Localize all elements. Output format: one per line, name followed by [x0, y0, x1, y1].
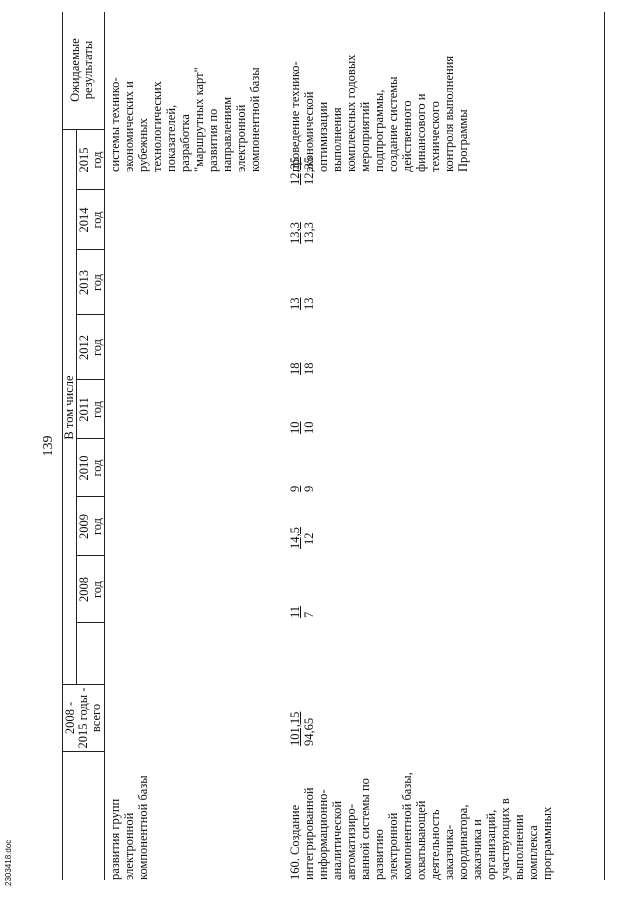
- row-160-name-line: выполнении: [512, 814, 526, 880]
- row-160-value-2014: 13,3 13,3: [288, 222, 316, 244]
- prev-row-name-line: развития групп: [108, 798, 122, 880]
- prev-row-result-line: направлениям: [220, 96, 234, 172]
- prev-row-result-line: рубежных: [136, 118, 150, 172]
- header-bottom-rule: [104, 12, 105, 880]
- row-160-value-2008: 11 7: [288, 606, 316, 618]
- document-filename: 2303418.doc: [4, 839, 13, 886]
- prev-row-result-line: разработка: [178, 114, 192, 172]
- prev-row-result-line: "маршрутных карт": [192, 67, 206, 172]
- prev-row-result-line: системы технико-: [108, 77, 122, 172]
- row-160-name-line: автоматизиро-: [344, 804, 358, 880]
- row-160-result-line: экономической: [302, 91, 316, 172]
- header-year-2008: 2008 год: [77, 577, 104, 602]
- rotated-document-page: 139 2008 - 2015 годы - всего В том числе…: [36, 12, 616, 880]
- value-top: 11: [288, 605, 302, 618]
- prev-row-result-line: развития по: [206, 108, 220, 172]
- row-160-name-line: заказчика и: [470, 819, 484, 880]
- row-160-name-line: заказчика-: [442, 824, 456, 880]
- header-year-2014: 2014 год: [77, 207, 104, 233]
- row-160-name-line: участвующих в: [498, 798, 512, 880]
- value-bottom: 7: [302, 611, 316, 618]
- row-160-total-bottom: 94,65: [302, 717, 316, 746]
- header-year-2010: 2010 год: [77, 455, 104, 481]
- col-rule-name: [62, 751, 104, 752]
- header-year-2013: 2013 год: [77, 270, 104, 295]
- prev-row-result-line: технологических: [150, 81, 164, 172]
- row-160-total: 101,15 94,65: [288, 712, 316, 746]
- row-160-name: 160. Создание интегрированной информацио…: [288, 750, 554, 880]
- prev-row-result-line: показателей,: [164, 104, 178, 172]
- value-top: 13: [288, 297, 302, 311]
- row-160-name-line: комплекса: [526, 825, 540, 880]
- row-160-result: проведение технико- экономической оптими…: [288, 12, 470, 172]
- row-160-result-line: технического: [428, 101, 442, 172]
- row-160-name-line: координатора,: [456, 804, 470, 880]
- header-year-2012: 2012 год: [77, 335, 104, 360]
- row-160-value-2009: 14,5 12: [288, 527, 316, 549]
- value-top: 10: [288, 421, 302, 435]
- row-160-name-line: деятельность: [428, 809, 442, 880]
- row-160-result-line: проведение технико-: [288, 61, 302, 172]
- row-160-name-line: организаций,: [484, 809, 498, 880]
- row-160-result-line: действенного: [400, 100, 414, 172]
- prev-row-result-line: компонентной базы: [248, 67, 262, 172]
- value-bottom: 12: [302, 532, 316, 546]
- row-160-result-line: выполнения: [330, 107, 344, 172]
- row-160-name-line: 160. Создание: [288, 804, 302, 880]
- row-160-name-line: программных: [540, 806, 554, 880]
- page-number: 139: [41, 435, 56, 457]
- row-160-result-line: Программы: [456, 109, 470, 172]
- row-160-name-line: интегрированной: [302, 787, 316, 880]
- value-top: 18: [288, 362, 302, 376]
- header-including: В том числе: [62, 375, 76, 440]
- row-160-value-2010: 9 9: [288, 486, 316, 492]
- row-160-result-line: подпрограммы,: [372, 89, 386, 172]
- row-160-result-line: создание системы: [386, 76, 400, 172]
- row-160-value-2013: 13 13: [288, 298, 316, 311]
- header-year-2009: 2009 год: [77, 514, 104, 539]
- prev-row-name-line: компонентной базы: [136, 775, 150, 880]
- row-160-result-line: оптимизации: [316, 101, 330, 172]
- prev-row-result-line: экономических и: [122, 81, 136, 172]
- row-160-name-line: электронной: [386, 812, 400, 880]
- value-bottom: 13: [302, 297, 316, 311]
- header-total-years: 2008 - 2015 годы - всего: [63, 687, 103, 749]
- row-160-value-2011: 10 10: [288, 422, 316, 435]
- row-160-name-line: ванной системы по: [358, 778, 372, 880]
- value-top: 9: [288, 485, 302, 492]
- prev-row-result: системы технико- экономических и рубежны…: [108, 12, 262, 172]
- table-bottom-rule: [604, 12, 605, 880]
- row-160-result-line: финансового и: [414, 93, 428, 172]
- row-160-name-line: информационно-: [316, 789, 330, 880]
- prev-row-result-line: электронной: [234, 104, 248, 172]
- value-top: 13,3: [288, 222, 302, 244]
- value-top: 14,5: [288, 527, 302, 549]
- prev-row-name: развития групп электронной компонентной …: [108, 754, 150, 880]
- row-160-result-line: контроля выполнения: [442, 55, 456, 172]
- row-160-name-line: охватывающей: [414, 800, 428, 881]
- row-160-value-2012: 18 18: [288, 363, 316, 376]
- row-160-name-line: развитию: [372, 829, 386, 880]
- header-year-2015: 2015 год: [77, 147, 104, 173]
- prev-row-name-line: электронной: [122, 812, 136, 880]
- row-160-result-line: комплексных годовых: [344, 54, 358, 172]
- header-year-2011: 2011 год: [77, 397, 104, 422]
- value-bottom: 9: [302, 485, 316, 492]
- value-bottom: 18: [302, 362, 316, 376]
- row-160-result-line: мероприятий: [358, 101, 372, 172]
- row-160-total-top: 101,15: [288, 711, 302, 746]
- value-bottom: 13,3: [302, 222, 316, 244]
- value-bottom: 10: [302, 421, 316, 435]
- row-160-name-line: аналитической: [330, 800, 344, 880]
- row-160-name-line: компонентной базы,: [400, 772, 414, 880]
- header-expected-results: Ожидаемые результаты: [68, 38, 95, 102]
